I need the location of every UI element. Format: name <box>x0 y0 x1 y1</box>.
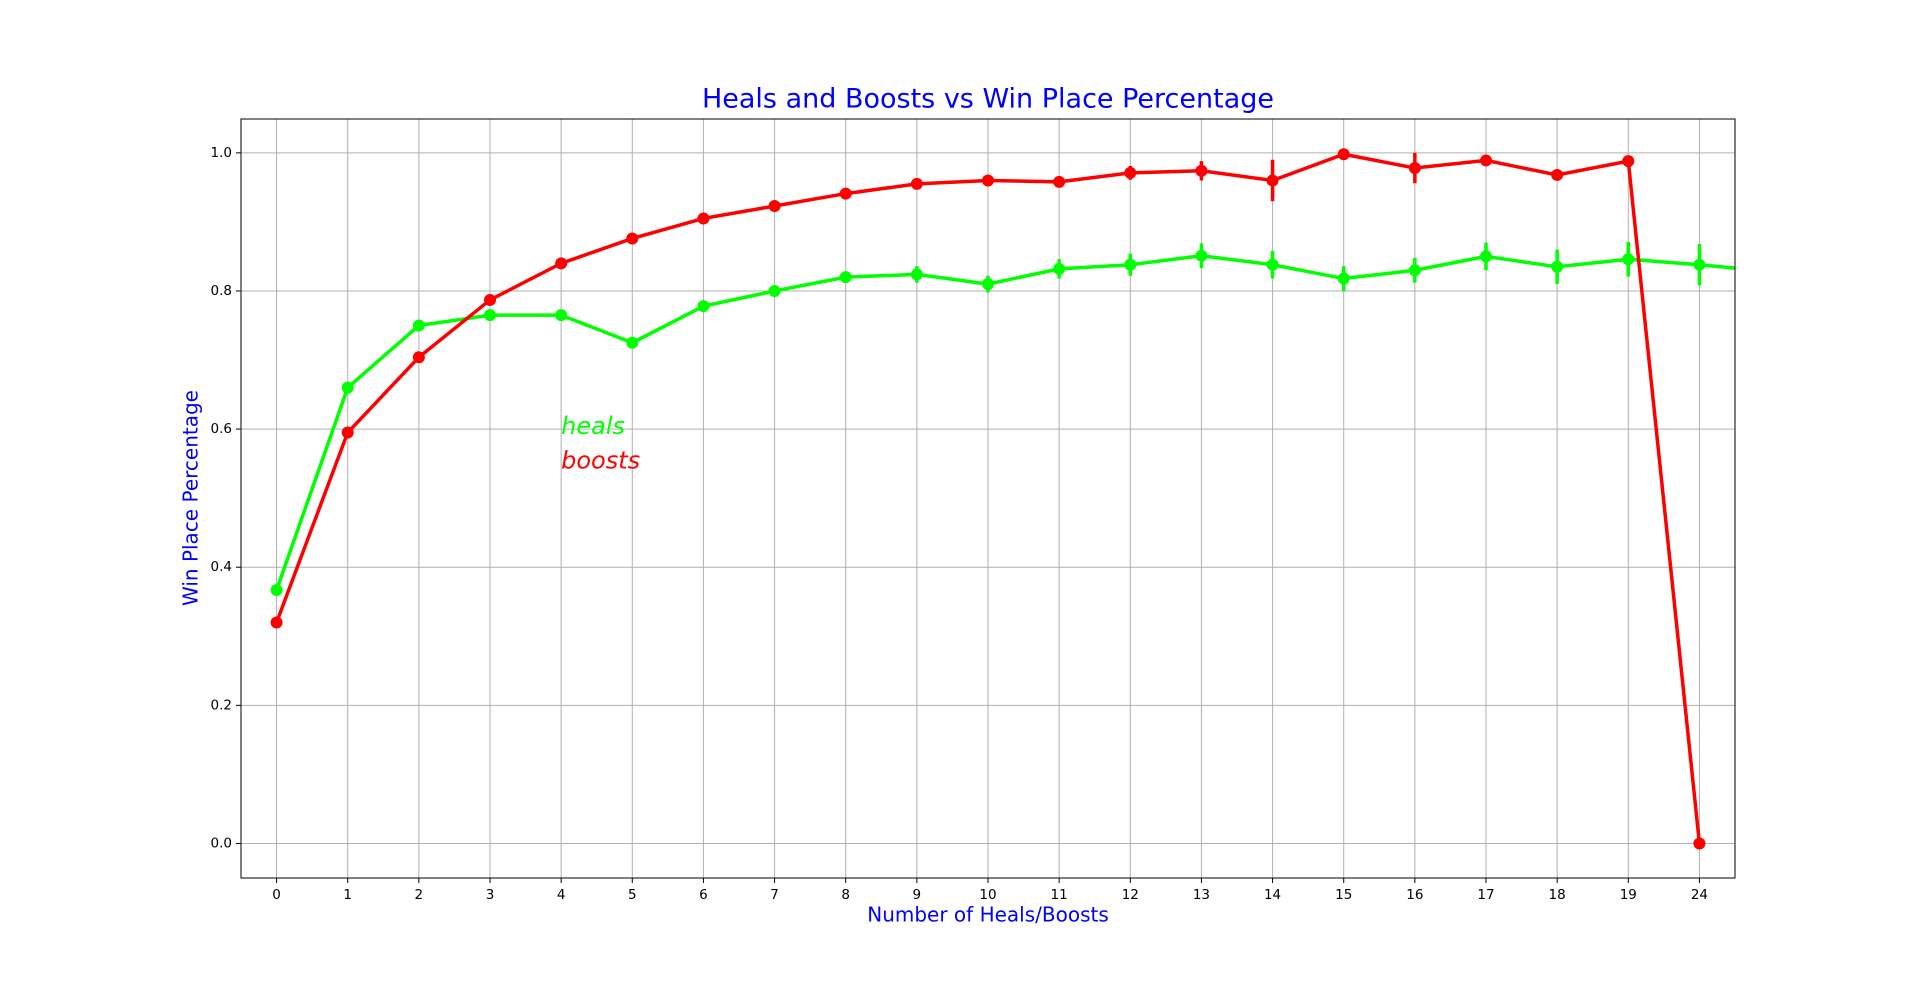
x-tick-label: 24 <box>1691 887 1708 903</box>
point <box>1693 837 1706 850</box>
point <box>1408 264 1421 277</box>
point <box>1053 175 1066 188</box>
point <box>626 336 639 349</box>
point <box>555 309 568 322</box>
point <box>341 381 354 394</box>
point <box>1408 162 1421 175</box>
x-axis-label: Number of Heals/Boosts <box>867 903 1109 927</box>
x-tick-label: 4 <box>557 887 566 903</box>
x-tick-label: 17 <box>1477 887 1494 903</box>
x-tick-label: 1 <box>343 887 352 903</box>
annotation: heals <box>561 412 625 440</box>
point <box>1053 262 1066 275</box>
point <box>555 257 568 270</box>
point <box>270 616 283 629</box>
point <box>1195 164 1208 177</box>
x-tick-label: 0 <box>272 887 281 903</box>
x-tick-label: 16 <box>1406 887 1423 903</box>
point <box>1551 168 1564 181</box>
chart-title: Heals and Boosts vs Win Place Percentage <box>702 84 1274 115</box>
y-tick-label: 0.6 <box>211 421 232 437</box>
point <box>626 232 639 245</box>
point <box>768 200 781 213</box>
x-tick-label: 18 <box>1549 887 1566 903</box>
y-tick-label: 1.0 <box>211 145 232 161</box>
point <box>910 268 923 281</box>
point <box>484 309 496 322</box>
x-tick-label: 12 <box>1122 887 1139 903</box>
x-tick-label: 19 <box>1620 887 1637 903</box>
point <box>412 319 425 332</box>
x-tick-label: 13 <box>1193 887 1210 903</box>
point <box>839 187 852 200</box>
x-tick-label: 9 <box>913 887 922 903</box>
point <box>768 284 781 297</box>
point <box>697 300 710 313</box>
point <box>1693 258 1706 271</box>
point <box>270 584 283 597</box>
point <box>1337 272 1350 285</box>
x-tick-label: 5 <box>628 887 637 903</box>
x-tick-label: 14 <box>1264 887 1281 903</box>
point <box>1266 174 1279 187</box>
x-tick-label: 11 <box>1051 887 1068 903</box>
x-tick-label: 15 <box>1335 887 1352 903</box>
series-line <box>274 253 1735 591</box>
point <box>1551 260 1564 273</box>
point <box>1622 155 1635 168</box>
point <box>1266 258 1279 271</box>
point <box>1480 154 1492 167</box>
point <box>1622 253 1635 266</box>
x-tick-label: 10 <box>979 887 996 903</box>
point <box>910 177 923 190</box>
y-tick-label: 0.2 <box>211 697 232 713</box>
point <box>982 278 994 291</box>
point <box>484 293 496 306</box>
annotation: boosts <box>561 447 640 475</box>
y-tick-label: 0.4 <box>211 559 232 575</box>
x-tick-label: 7 <box>770 887 779 903</box>
point <box>1195 249 1208 262</box>
y-tick-label: 0.8 <box>211 283 232 299</box>
x-tick-label: 8 <box>841 887 850 903</box>
point <box>1480 250 1492 263</box>
point <box>982 174 994 187</box>
point <box>412 351 425 364</box>
x-tick-label: 6 <box>699 887 708 903</box>
x-tick-label: 3 <box>486 887 495 903</box>
point <box>1337 148 1350 161</box>
x-tick-label: 2 <box>415 887 424 903</box>
point <box>1124 258 1137 271</box>
point <box>839 271 852 284</box>
point <box>341 426 354 439</box>
point <box>697 212 710 225</box>
point <box>1124 166 1137 179</box>
y-axis-label: Win Place Percentage <box>179 390 203 606</box>
y-tick-label: 0.0 <box>211 835 232 851</box>
plot-frame <box>240 118 1736 879</box>
